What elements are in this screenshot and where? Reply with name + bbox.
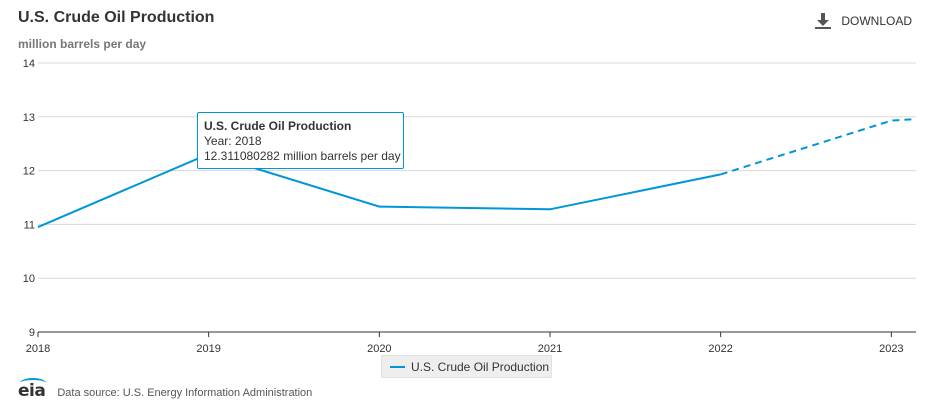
chart-subtitle: million barrels per day: [18, 37, 147, 51]
tooltip-title: U.S. Crude Oil Production: [204, 119, 352, 133]
gridlines: [38, 62, 916, 279]
y-tick-label-12: 12: [23, 166, 35, 178]
y-tick-label-14: 14: [23, 58, 35, 70]
series-line-forecast: [720, 118, 917, 176]
data-source: Data source: U.S. Energy Information Adm…: [57, 387, 313, 399]
axes: 9 10 11 12 13 14 2018 2019 2020 2021 2022 2023: [23, 58, 916, 355]
x-tick-label-2022: 2022: [708, 343, 732, 355]
x-tick-label-2021: 2021: [538, 343, 562, 355]
legend-swatch: [390, 365, 405, 368]
tooltip-value: 12.311080282 million barrels per day: [204, 149, 401, 163]
chart-title: U.S. Crude Oil Production: [18, 9, 215, 26]
legend-item[interactable]: U.S. Crude Oil Production: [381, 355, 552, 378]
x-tick-label-2023: 2023: [879, 343, 903, 355]
logo-arc: [20, 378, 46, 388]
tooltip-year: Year: 2018: [204, 134, 262, 148]
legend-label: U.S. Crude Oil Production: [411, 359, 550, 374]
y-tick-label-9: 9: [29, 327, 35, 339]
data-tooltip: U.S. Crude Oil Production Year: 2018 12.…: [197, 112, 404, 169]
download-label: DOWNLOAD: [841, 14, 912, 28]
footer: eia Data source: U.S. Energy Information…: [18, 378, 313, 401]
download-button[interactable]: DOWNLOAD: [815, 13, 912, 29]
series-line-historical: [37, 152, 721, 229]
x-tick-label-2019: 2019: [196, 343, 220, 355]
series-layer: [37, 118, 917, 229]
y-tick-label-10: 10: [23, 273, 35, 285]
y-tick-label-13: 13: [23, 112, 35, 124]
x-tick-label-2020: 2020: [367, 343, 391, 355]
eia-logo: eia: [18, 378, 46, 401]
x-tick-label-2018: 2018: [26, 343, 50, 355]
download-icon: [815, 13, 832, 29]
y-tick-label-11: 11: [24, 219, 35, 231]
